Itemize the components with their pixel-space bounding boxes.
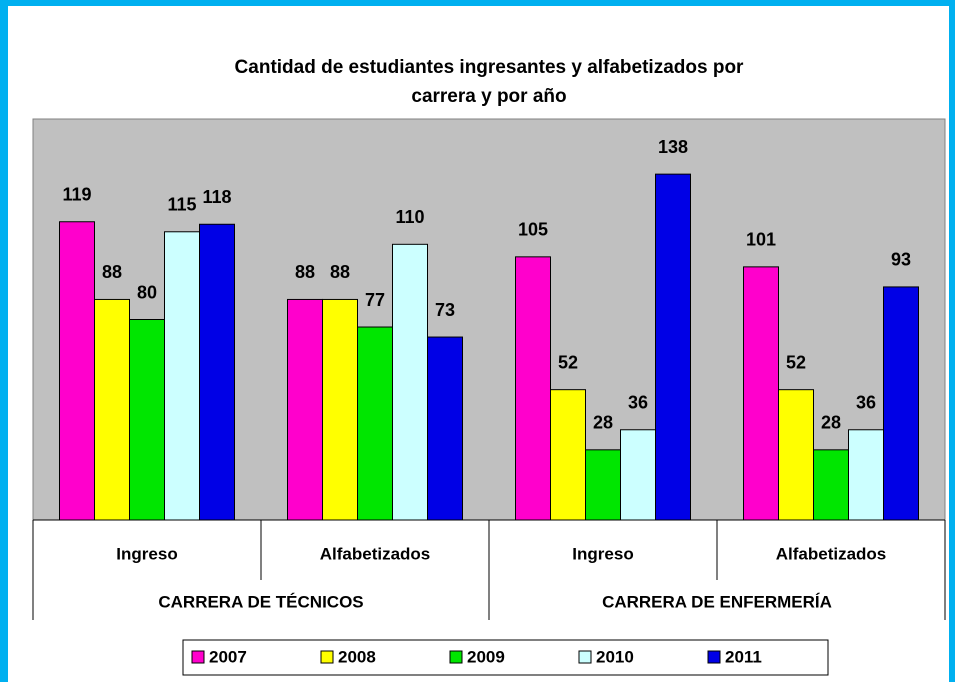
bar	[94, 298, 130, 521]
legend-label: 2010	[596, 647, 634, 666]
data-label: 52	[558, 352, 578, 372]
bar	[883, 286, 919, 521]
bar	[585, 449, 621, 521]
data-label: 73	[435, 300, 455, 320]
data-label: 88	[330, 262, 350, 282]
data-label: 88	[102, 262, 122, 282]
data-label: 80	[137, 282, 157, 302]
x-tick-label: Alfabetizados	[776, 544, 887, 563]
group-label: CARRERA DE ENFERMERÍA	[602, 592, 832, 611]
bar	[515, 256, 551, 521]
data-label: 105	[518, 220, 548, 240]
bar	[550, 389, 586, 521]
bar	[392, 243, 428, 521]
legend-label: 2007	[209, 647, 247, 666]
data-label: 88	[295, 262, 315, 282]
bar	[427, 336, 463, 521]
data-label: 28	[821, 413, 841, 433]
bar	[620, 429, 656, 521]
data-label: 115	[167, 195, 196, 215]
legend-label: 2009	[467, 647, 505, 666]
data-label: 36	[628, 393, 648, 413]
bar	[357, 326, 393, 521]
legend-label: 2011	[725, 647, 762, 666]
legend-label: 2008	[338, 647, 376, 666]
data-label: 119	[62, 185, 91, 205]
data-label: 77	[365, 290, 385, 310]
bar	[287, 298, 323, 521]
data-label: 93	[891, 250, 911, 270]
data-label: 52	[786, 352, 806, 372]
chart-title: carrera y por año	[411, 86, 566, 107]
bar	[164, 231, 200, 521]
bar	[199, 223, 235, 521]
bar	[59, 221, 95, 521]
bar	[848, 429, 884, 521]
x-tick-label: Alfabetizados	[320, 544, 431, 563]
data-label: 101	[746, 230, 776, 250]
legend-swatch	[191, 650, 205, 664]
bar	[813, 449, 849, 521]
data-label: 110	[395, 207, 424, 227]
data-label: 36	[856, 393, 876, 413]
group-label: CARRERA DE TÉCNICOS	[158, 592, 363, 611]
data-label: 28	[593, 413, 613, 433]
legend-swatch	[320, 650, 334, 664]
x-tick-label: Ingreso	[572, 544, 633, 563]
legend-swatch	[578, 650, 592, 664]
chart-title: Cantidad de estudiantes ingresantes y al…	[235, 57, 745, 78]
bar	[129, 319, 165, 521]
legend-swatch	[449, 650, 463, 664]
bar	[778, 389, 814, 521]
data-label: 138	[658, 137, 688, 157]
bar	[743, 266, 779, 521]
x-tick-label: Ingreso	[116, 544, 177, 563]
bar	[655, 173, 691, 521]
bar	[322, 298, 358, 521]
legend-swatch	[707, 650, 721, 664]
data-label: 118	[202, 187, 231, 207]
